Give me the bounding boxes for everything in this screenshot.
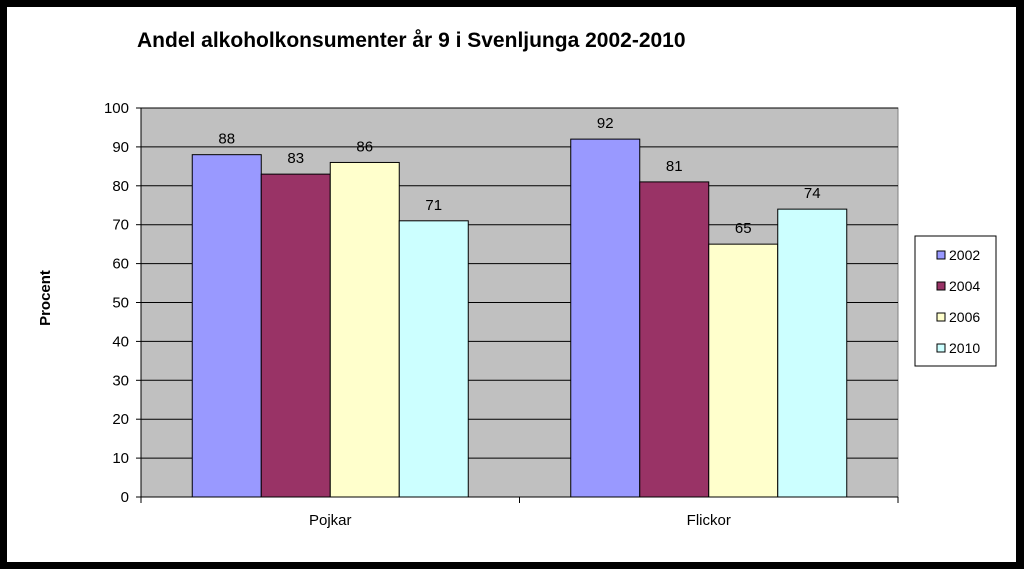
y-tick-label: 70 [112,217,129,234]
legend-swatch [936,343,946,353]
legend-swatch [936,312,946,322]
y-tick-label: 80 [112,178,129,195]
data-label: 83 [287,150,304,167]
bar-2002-pojkar [191,154,262,498]
y-tick-label: 50 [112,295,129,312]
bar-2004-pojkar [260,173,331,498]
bar-2006-pojkar [329,161,400,498]
data-label: 65 [735,220,752,237]
data-label: 86 [356,138,373,155]
data-label: 81 [666,158,683,175]
data-label: 74 [804,185,821,202]
legend-label: 2010 [949,340,980,356]
legend-label: 2006 [949,309,980,325]
legend-swatch [936,250,946,260]
bar-2010-pojkar [398,220,469,498]
bar-2010-flickor [777,208,848,498]
legend: 2002 2004 2006 2010 [914,235,997,367]
legend-box [914,235,997,367]
chart-svg: Andel alkoholkonsumenter år 9 i Svenljun… [37,29,997,529]
bar-2002-flickor [570,138,641,498]
bar-2004-flickor [639,181,710,498]
legend-swatch [936,281,946,291]
y-tick-label: 60 [112,256,129,273]
y-tick-label: 100 [104,100,129,117]
y-tick-label: 10 [112,450,129,467]
y-tick-label: 40 [112,333,129,350]
y-axis-title: Procent [37,270,54,326]
legend-label: 2004 [949,278,980,294]
data-label: 92 [597,115,614,132]
y-tick-label: 30 [112,372,129,389]
plot-area: 0 10 20 30 40 50 60 70 80 90 100 88 83 86 71 Pojkar 92 81… [104,100,899,529]
y-tick-label: 0 [121,489,129,506]
chart-title: Andel alkoholkonsumenter år 9 i Svenljun… [137,29,686,52]
x-tick-label: Flickor [687,512,731,529]
data-label: 71 [425,197,442,214]
y-tick-label: 20 [112,411,129,428]
bar-2006-flickor [708,243,779,498]
data-label: 88 [218,131,235,148]
x-tick-label: Pojkar [309,512,352,529]
legend-label: 2002 [949,247,980,263]
chart-frame: Andel alkoholkonsumenter år 9 i Svenljun… [7,7,1016,562]
y-tick-label: 90 [112,139,129,156]
